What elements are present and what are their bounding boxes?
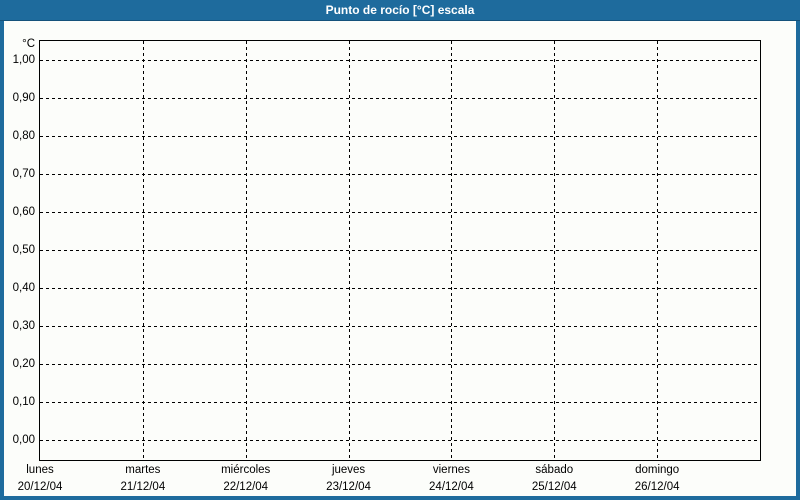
chart-canvas xyxy=(4,21,796,496)
x-date-label: 22/12/04 xyxy=(223,481,269,493)
x-weekday-label: jueves xyxy=(331,464,366,476)
y-tick-label: 0,50 xyxy=(12,244,35,256)
v-gridline xyxy=(554,41,555,460)
h-gridline xyxy=(40,60,760,61)
y-tick-label: 0,40 xyxy=(12,282,35,294)
x-date-label: 25/12/04 xyxy=(531,481,577,493)
v-gridline xyxy=(143,41,144,460)
y-tick-label: 0,90 xyxy=(12,92,35,104)
h-gridline xyxy=(40,250,760,251)
h-gridline xyxy=(40,212,760,213)
y-tick-label: 0,70 xyxy=(12,168,35,180)
v-gridline xyxy=(451,41,452,460)
h-gridline xyxy=(40,402,760,403)
y-axis-unit-label: °C xyxy=(22,38,35,50)
h-gridline xyxy=(40,326,760,327)
h-gridline xyxy=(40,174,760,175)
h-gridline xyxy=(40,440,760,441)
y-tick-label: 0,30 xyxy=(12,320,35,332)
x-weekday-label: martes xyxy=(125,464,161,476)
chart-titlebar: Punto de rocío [°C] escala xyxy=(0,0,800,21)
v-gridline xyxy=(349,41,350,460)
h-gridline xyxy=(40,98,760,99)
x-date-label: 24/12/04 xyxy=(429,481,474,493)
x-weekday-label: domingo xyxy=(635,464,680,476)
x-weekday-label: miércoles xyxy=(221,464,271,476)
y-tick-label: 0,20 xyxy=(12,358,35,370)
x-date-label: 20/12/04 xyxy=(17,481,63,493)
x-date-label: 26/12/04 xyxy=(634,481,680,493)
x-weekday-label: lunes xyxy=(26,464,54,476)
y-tick-label: 0,10 xyxy=(12,396,35,408)
x-weekday-label: sábado xyxy=(535,464,574,476)
y-tick-label: 1,00 xyxy=(12,54,35,66)
y-tick-label: 0,60 xyxy=(12,206,35,218)
h-gridline xyxy=(40,136,760,137)
v-gridline xyxy=(657,41,658,460)
x-date-label: 21/12/04 xyxy=(120,481,166,493)
y-tick-label: 0,00 xyxy=(12,434,35,446)
plot-area xyxy=(39,40,761,461)
x-weekday-label: viernes xyxy=(432,464,470,476)
h-gridline xyxy=(40,364,760,365)
y-tick-label: 0,80 xyxy=(12,130,35,142)
chart-title: Punto de rocío [°C] escala xyxy=(325,3,475,17)
v-gridline xyxy=(246,41,247,460)
h-gridline xyxy=(40,288,760,289)
x-date-label: 23/12/04 xyxy=(326,481,371,493)
